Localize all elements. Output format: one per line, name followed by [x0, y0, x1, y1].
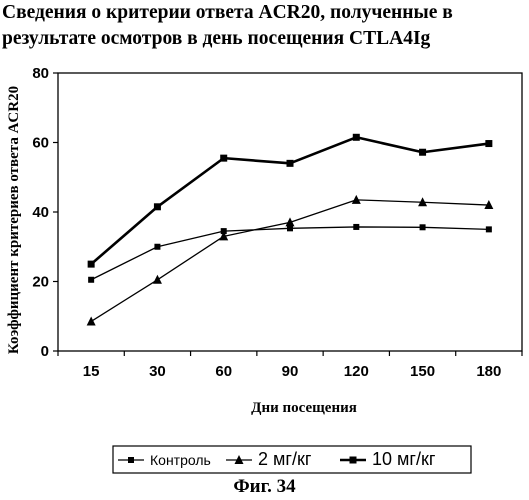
plot-area-frame	[58, 73, 522, 351]
legend-label-3: 10 мг/кг	[372, 449, 436, 469]
data-point-series-1	[154, 244, 160, 250]
data-point-series-1	[353, 224, 359, 230]
data-point-series-1	[486, 226, 492, 232]
x-tick-label: 120	[344, 363, 369, 380]
data-point-series-1	[88, 277, 94, 283]
data-point-series-3	[220, 155, 227, 162]
legend-label-1: Контроль	[150, 452, 211, 468]
data-point-series-3	[353, 134, 360, 141]
x-tick-label: 15	[83, 363, 100, 380]
data-point-series-3	[485, 140, 492, 147]
legend-label-2: 2 мг/кг	[258, 449, 312, 469]
data-point-series-3	[88, 261, 95, 268]
x-tick-label: 60	[215, 363, 232, 380]
x-tick-label: 30	[149, 363, 166, 380]
data-point-series-1	[420, 224, 426, 230]
data-point-series-3	[154, 203, 161, 210]
x-tick-label: 90	[282, 363, 299, 380]
data-point-series-2	[87, 316, 96, 325]
legend-marker-3	[350, 457, 357, 464]
series-line-1	[91, 227, 489, 280]
x-tick-label: 180	[476, 363, 501, 380]
y-tick-label: 0	[41, 343, 49, 360]
y-tick-label: 20	[32, 274, 49, 291]
x-tick-label: 150	[410, 363, 435, 380]
data-point-series-2	[153, 275, 162, 284]
data-point-series-3	[287, 160, 294, 167]
data-point-series-3	[419, 149, 426, 156]
y-tick-label: 40	[32, 204, 49, 221]
y-tick-label: 80	[32, 65, 49, 82]
x-axis-label: Дни посещения	[251, 400, 357, 416]
legend-marker-1	[128, 457, 134, 463]
acr20-line-chart: 0 20 40 60 80 15 30 60 90 120 150 180 Дни посещения К…	[0, 0, 529, 476]
figure-caption: Фиг. 34	[0, 476, 529, 498]
y-tick-label: 60	[32, 135, 49, 152]
series-line-3	[91, 137, 489, 264]
y-axis-label: Коэффициент критериев ответа ACR20	[6, 86, 22, 354]
